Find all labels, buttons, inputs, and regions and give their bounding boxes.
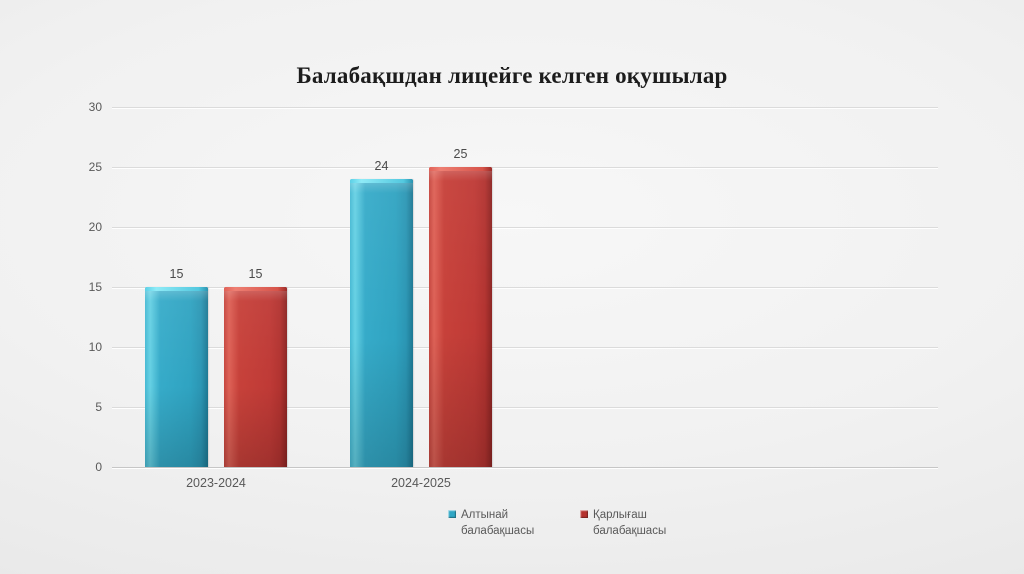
bar-2024-2025-series-0	[350, 179, 413, 467]
y-tick-label: 25	[88, 160, 102, 174]
y-tick-label: 5	[95, 400, 102, 414]
y-tick-label: 10	[88, 340, 102, 354]
legend-swatch	[448, 510, 456, 518]
bar-2024-2025-series-1	[429, 167, 492, 467]
legend-swatch	[580, 510, 588, 518]
bar-value-label: 24	[374, 159, 389, 173]
bar-2023-2024-series-0	[145, 287, 208, 467]
y-tick-label: 30	[88, 100, 102, 114]
gridline	[112, 227, 938, 228]
legend-entry: Қарлығаш балабақшасы	[580, 507, 675, 539]
legend-label: Қарлығаш балабақшасы	[593, 509, 667, 537]
bar-value-label: 25	[453, 147, 468, 161]
bar-2023-2024-series-1	[224, 287, 287, 467]
y-tick-label: 15	[88, 280, 102, 294]
legend-entry: Алтынай балабақшасы	[448, 507, 543, 539]
category-label: 2023-2024	[186, 476, 246, 490]
chart-title: Балабақшдан лицейге келген оқушылар	[296, 63, 728, 88]
bar-value-label: 15	[169, 267, 184, 281]
gridline	[112, 407, 938, 408]
gridline	[112, 287, 938, 288]
gridline	[112, 167, 938, 168]
gridline	[112, 107, 938, 108]
gridline	[112, 347, 938, 348]
y-tick-label: 0	[95, 460, 102, 474]
y-tick-label: 20	[88, 220, 102, 234]
chart-legend: Алтынай балабақшасы Қарлығаш балабақшасы	[448, 507, 675, 539]
bar-value-label: 15	[248, 267, 263, 281]
x-axis-line	[112, 467, 938, 468]
legend-label: Алтынай балабақшасы	[461, 509, 535, 537]
category-label: 2024-2025	[391, 476, 451, 490]
